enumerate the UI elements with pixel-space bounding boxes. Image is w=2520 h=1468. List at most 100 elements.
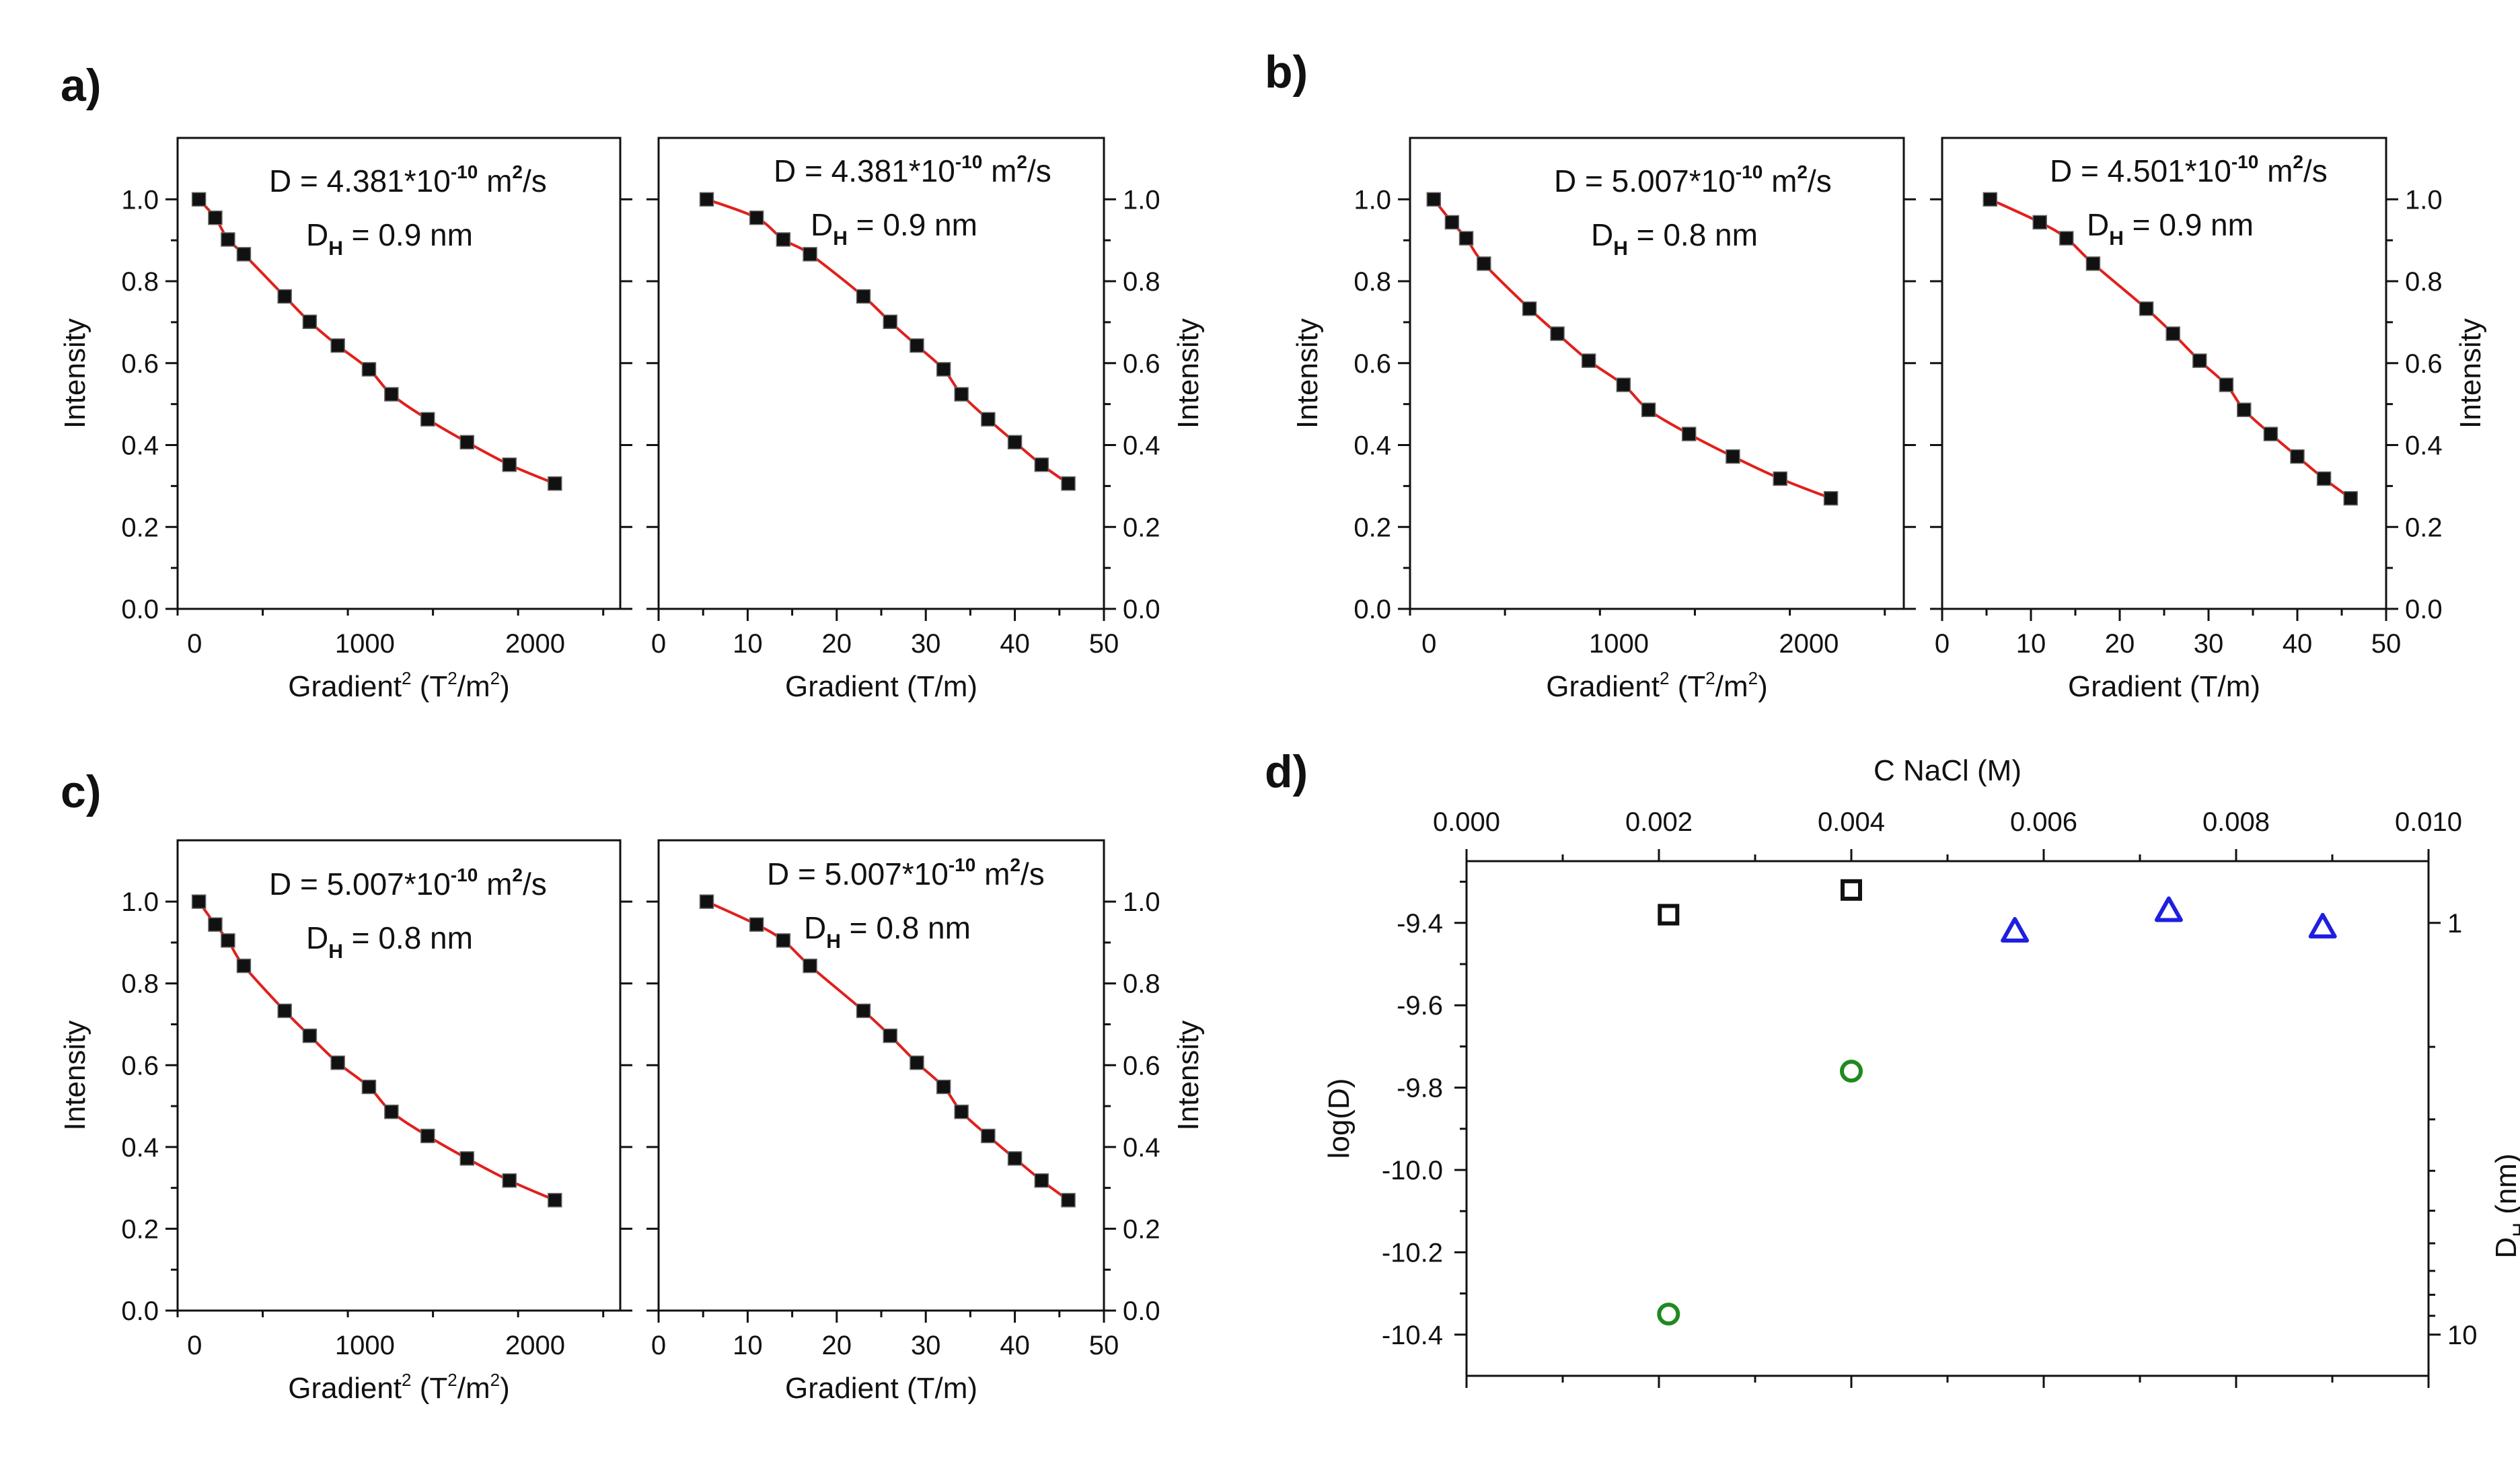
data-point: [302, 314, 318, 330]
annotation-hydrodynamic-diameter: DH = 0.8 nm: [306, 920, 473, 963]
data-point: [361, 1079, 377, 1095]
data-point: [221, 232, 235, 247]
data-point: [208, 917, 223, 932]
y-tick-label: 0.2: [1354, 513, 1391, 542]
x-tick-label: 40: [2283, 629, 2313, 659]
data-point: [2219, 377, 2234, 392]
x-tick-label: 10: [2016, 629, 2046, 659]
y-tick-label: 0.6: [1123, 349, 1160, 379]
y-tick-label: 0.0: [1354, 595, 1391, 624]
x-tick-label: 0: [187, 629, 202, 659]
data-point: [856, 289, 871, 304]
x-tick-label: 30: [911, 629, 941, 659]
y-tick-label: 1.0: [1123, 185, 1160, 215]
intensity-plot-c-left: 0 1000 2000 0.0 0.2 0.4 0.6 0.8 1.0 Intensity Grad…: [59, 839, 632, 1405]
y-tick-label: 0.6: [1354, 349, 1391, 379]
concentration-plot-d: 0.000 0.002 0.004 0.006 0.008 0.010 C NaCl (M)…: [1323, 754, 2520, 1388]
x-tick-label: 10: [733, 1331, 763, 1360]
data-point: [1641, 402, 1656, 417]
y-tick-label: 1.0: [121, 887, 159, 917]
data-point: [1616, 377, 1631, 392]
y-tick-label: 0.8: [2405, 267, 2443, 297]
data-point: [910, 338, 924, 353]
data-point: [1034, 457, 1049, 472]
y-tick-label: 0.8: [121, 267, 159, 297]
y-tick-label: 0.4: [121, 431, 159, 461]
y-tick-label: 1.0: [1354, 185, 1391, 215]
y-tick-label: 0.8: [1123, 969, 1160, 999]
x-tick-label: 1000: [335, 1331, 395, 1360]
annotation-hydrodynamic-diameter: DH = 0.9 nm: [2087, 207, 2254, 250]
data-point: [2192, 353, 2207, 368]
data-point: [2165, 326, 2180, 341]
plot-frame: [1409, 137, 1905, 610]
data-point: [910, 1055, 924, 1070]
data-point: [420, 1128, 435, 1144]
data-point: [883, 314, 897, 330]
y-axis-label: Intensity: [59, 318, 91, 429]
plot-frame: [176, 137, 622, 610]
data-point: [459, 435, 474, 450]
y-tick-label: 0.6: [121, 349, 159, 379]
x-tick-label: 1000: [335, 629, 395, 659]
intensity-plot-b-left: 0 1000 2000 0.0 0.2 0.4 0.6 0.8 1.0 Intensity Grad…: [1291, 137, 1916, 703]
y2-tick-label: 1: [2447, 909, 2462, 939]
data-point: [803, 247, 817, 262]
data-point: [936, 1079, 951, 1095]
data-point: [1426, 192, 1442, 207]
y-tick-label: 0.0: [2405, 595, 2443, 624]
x-tick-label: 20: [822, 629, 852, 659]
intensity-plot-a-right: 0 10 20 30 40 500.0 0.2 0.4 0.6 0.8 1.0 Intensity Gr…: [646, 137, 1205, 703]
y-axis-label: Intensity: [2454, 318, 2487, 429]
data-point: [330, 338, 345, 353]
data-point: [236, 247, 252, 262]
x-tick-label: 0.002: [1625, 807, 1693, 837]
y-tick-label: -9.4: [1397, 909, 1443, 939]
data-point: [191, 192, 207, 207]
annotation-diffusion: D = 4.501*10-10 m2/s: [2050, 151, 2328, 188]
y-tick-label: -9.8: [1397, 1074, 1443, 1103]
data-point: [776, 933, 791, 948]
x-tick-label: 20: [2105, 629, 2135, 659]
data-point: [2316, 471, 2332, 486]
annotation-hydrodynamic-diameter: DH = 0.8 nm: [804, 910, 971, 953]
y-tick-label: 1.0: [2405, 185, 2443, 215]
annotation-hydrodynamic-diameter: DH = 0.9 nm: [306, 217, 473, 260]
y-tick-label: 0.4: [121, 1133, 159, 1163]
data-point: [749, 917, 764, 932]
y-tick-label: 0.2: [121, 513, 159, 542]
y-tick-label: -10.2: [1382, 1238, 1443, 1268]
data-point: [2139, 301, 2154, 316]
y-axis-label: log(D): [1323, 1078, 1356, 1159]
x-axis-label: Gradient2 (T2/m2): [288, 668, 509, 703]
x-tick-label: 30: [911, 1331, 941, 1360]
y-tick-label: 0.8: [1123, 267, 1160, 297]
y-tick-label: 0.8: [121, 969, 159, 999]
data-point: [191, 894, 207, 909]
x-tick-label: 40: [1000, 629, 1030, 659]
y-tick-label: 0.8: [1354, 267, 1391, 297]
square-marker: [1841, 879, 1862, 901]
y-tick-label: 0.4: [1123, 431, 1160, 461]
data-point: [2237, 402, 2252, 417]
y2-axis-label: DH (nm): [2490, 1153, 2520, 1258]
data-point: [221, 933, 235, 948]
y-tick-label: -10.0: [1382, 1156, 1443, 1185]
data-point: [1007, 1151, 1023, 1166]
data-point: [699, 192, 714, 207]
intensity-plot-b-right: 0 10 20 30 40 500.0 0.2 0.4 0.6 0.8 1.0 Intensity Gr…: [1930, 137, 2487, 703]
x-tick-label: 0.006: [2010, 807, 2077, 837]
intensity-plot-a-left: 0 1000 2000 0.0 0.2 0.4 0.6 0.8 1.0 Intensity Grad…: [59, 137, 632, 703]
x-axis-label: Gradient (T/m): [785, 1372, 977, 1405]
x-tick-label: 20: [822, 1331, 852, 1360]
y-tick-label: 0.0: [121, 1296, 159, 1326]
triangle-marker: [2154, 896, 2183, 922]
data-point: [749, 210, 764, 225]
data-point: [2290, 449, 2305, 464]
data-point: [1458, 231, 1474, 246]
data-point: [502, 1173, 517, 1188]
data-point: [1444, 215, 1460, 230]
circle-marker: [1657, 1302, 1680, 1326]
panel-label-d: d): [1265, 746, 1308, 797]
